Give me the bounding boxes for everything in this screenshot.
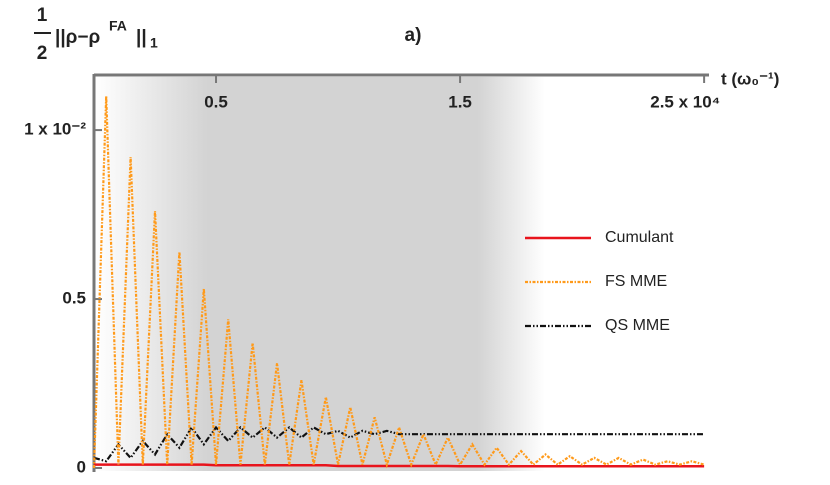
series-line (92, 96, 705, 469)
legend-label: FS MME (605, 273, 667, 290)
ylabel-superscript: FA (109, 18, 127, 34)
ylabel-denominator: 2 (37, 43, 48, 64)
x-axis-label: t (ω₀⁻¹) (721, 69, 779, 88)
y-tick-label: 1 x 10⁻² (24, 120, 86, 139)
series-line (93, 425, 705, 463)
x-tick-label: 2.5 x 10⁴ (650, 92, 720, 111)
y-tick-label: 0 (77, 457, 86, 476)
background-shade (95, 77, 545, 471)
ylabel-suffix: || (136, 27, 147, 48)
legend-label: QS MME (605, 317, 670, 334)
ylabel-numerator: 1 (37, 5, 48, 26)
ylabel-subscript: 1 (150, 35, 158, 51)
x-tick-label: 1.5 (448, 92, 472, 111)
x-tick-label: 0.5 (204, 92, 228, 111)
series-line (94, 463, 705, 468)
legend-label: Cumulant (605, 229, 674, 246)
y-tick-label: 0.5 (62, 289, 86, 308)
chart-title: a) (405, 25, 422, 46)
ylabel-text: ||ρ−ρ (55, 27, 100, 48)
